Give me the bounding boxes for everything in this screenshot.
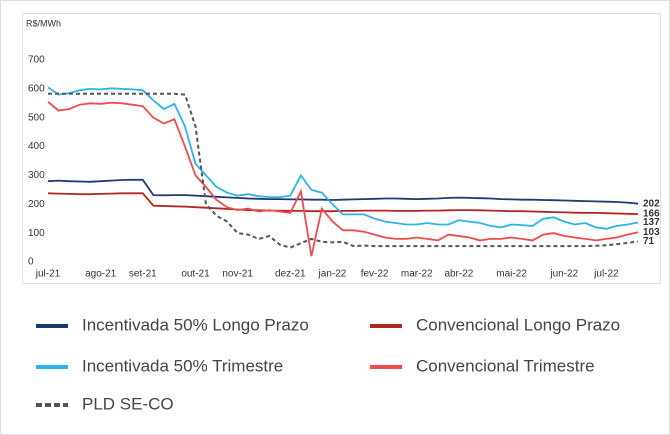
x-tick-label: jul-22 bbox=[593, 269, 619, 280]
y-tick-label: 600 bbox=[28, 83, 45, 94]
x-tick-label: dez-21 bbox=[275, 269, 306, 280]
y-tick-label: 400 bbox=[28, 141, 45, 152]
series-line bbox=[47, 178, 639, 205]
legend-label: Convencional Trimestre bbox=[416, 356, 595, 375]
y-tick-label: 500 bbox=[28, 112, 45, 123]
x-tick-label: jan-22 bbox=[318, 269, 347, 280]
x-tick-label: set-21 bbox=[129, 269, 157, 280]
legend-label: Incentivada 50% Trimestre bbox=[82, 356, 283, 375]
y-tick-label: 0 bbox=[28, 257, 34, 268]
x-tick-label: out-21 bbox=[181, 269, 210, 280]
y-tick-label: 100 bbox=[28, 228, 45, 239]
series-line bbox=[47, 101, 639, 257]
x-tick-label: jun-22 bbox=[549, 269, 578, 280]
end-label: 103 bbox=[643, 227, 660, 238]
end-label: 71 bbox=[643, 236, 655, 247]
series-line bbox=[47, 86, 639, 230]
x-tick-label: fev-22 bbox=[361, 269, 389, 280]
legend-label: Incentivada 50% Longo Prazo bbox=[82, 315, 309, 334]
y-axis-label: R$/MWh bbox=[26, 18, 61, 28]
x-tick-label: ago-21 bbox=[85, 269, 117, 280]
x-tick-label: mar-22 bbox=[401, 269, 433, 280]
series-line bbox=[48, 92, 639, 249]
end-label: 137 bbox=[643, 217, 660, 228]
x-tick-label: jul-21 bbox=[35, 269, 61, 280]
plot-frame bbox=[22, 13, 661, 284]
y-tick-label: 300 bbox=[28, 170, 45, 181]
x-tick-label: nov-21 bbox=[222, 269, 253, 280]
legend-label: Convencional Longo Prazo bbox=[416, 315, 620, 334]
end-label: 166 bbox=[643, 209, 660, 220]
series-line bbox=[47, 192, 639, 215]
x-tick-label: mai-22 bbox=[496, 269, 527, 280]
legend-label: PLD SE-CO bbox=[82, 394, 174, 413]
y-tick-label: 200 bbox=[28, 199, 45, 210]
end-label: 202 bbox=[643, 198, 660, 209]
y-tick-label: 700 bbox=[28, 55, 45, 66]
x-tick-label: abr-22 bbox=[444, 269, 473, 280]
